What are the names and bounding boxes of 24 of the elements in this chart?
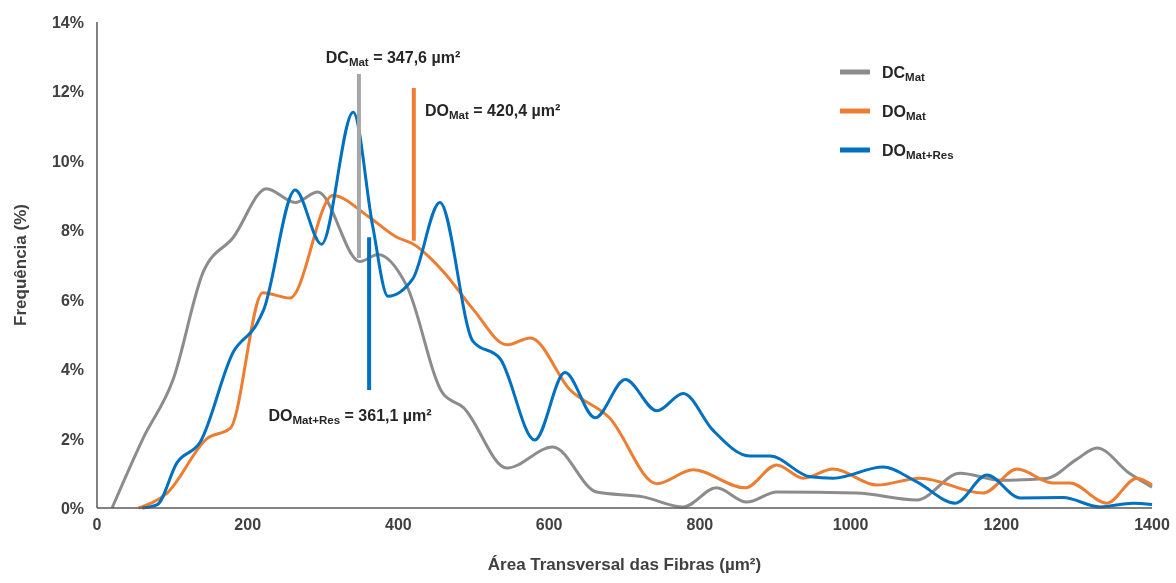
x-tick-label: 1400 [1134,516,1170,533]
y-tick-label: 0% [60,500,84,517]
legend-label: DO$_{Mat}$ [882,103,926,122]
x-tick-label: 600 [535,516,563,533]
x-tick-label: 1000 [832,516,869,533]
legend-label: DC$_{Mat}$ [882,64,926,83]
legend-label: DO$_{Mat+Res}$ [882,142,954,161]
y-tick-label: 8% [60,222,84,240]
y-tick-label: 4% [60,361,84,379]
y-axis-title: Frequência (%) [11,204,30,326]
ref-line-label: DO$_{Mat+Res}$ = 361,1 µm² [268,407,432,426]
x-tick-label: 400 [385,516,412,533]
y-tick-label: 10% [51,152,84,170]
y-tick-label: 2% [60,430,84,448]
ref-line-label: DO$_{Mat}$ = 420,4 µm² [425,102,561,121]
ref-line-label: DC$_{Mat}$ = 347,6 µm² [325,49,461,68]
x-tick-label: 800 [686,516,714,533]
x-tick-label: 0 [92,516,102,533]
x-tick-label: 200 [234,516,262,533]
y-tick-label: 12% [51,83,84,101]
y-tick-label: 6% [60,291,84,309]
x-axis-title: Área Transversal das Fibras (µm²) [487,555,762,574]
y-tick-label: 14% [51,14,84,31]
x-tick-label: 1200 [983,516,1020,533]
